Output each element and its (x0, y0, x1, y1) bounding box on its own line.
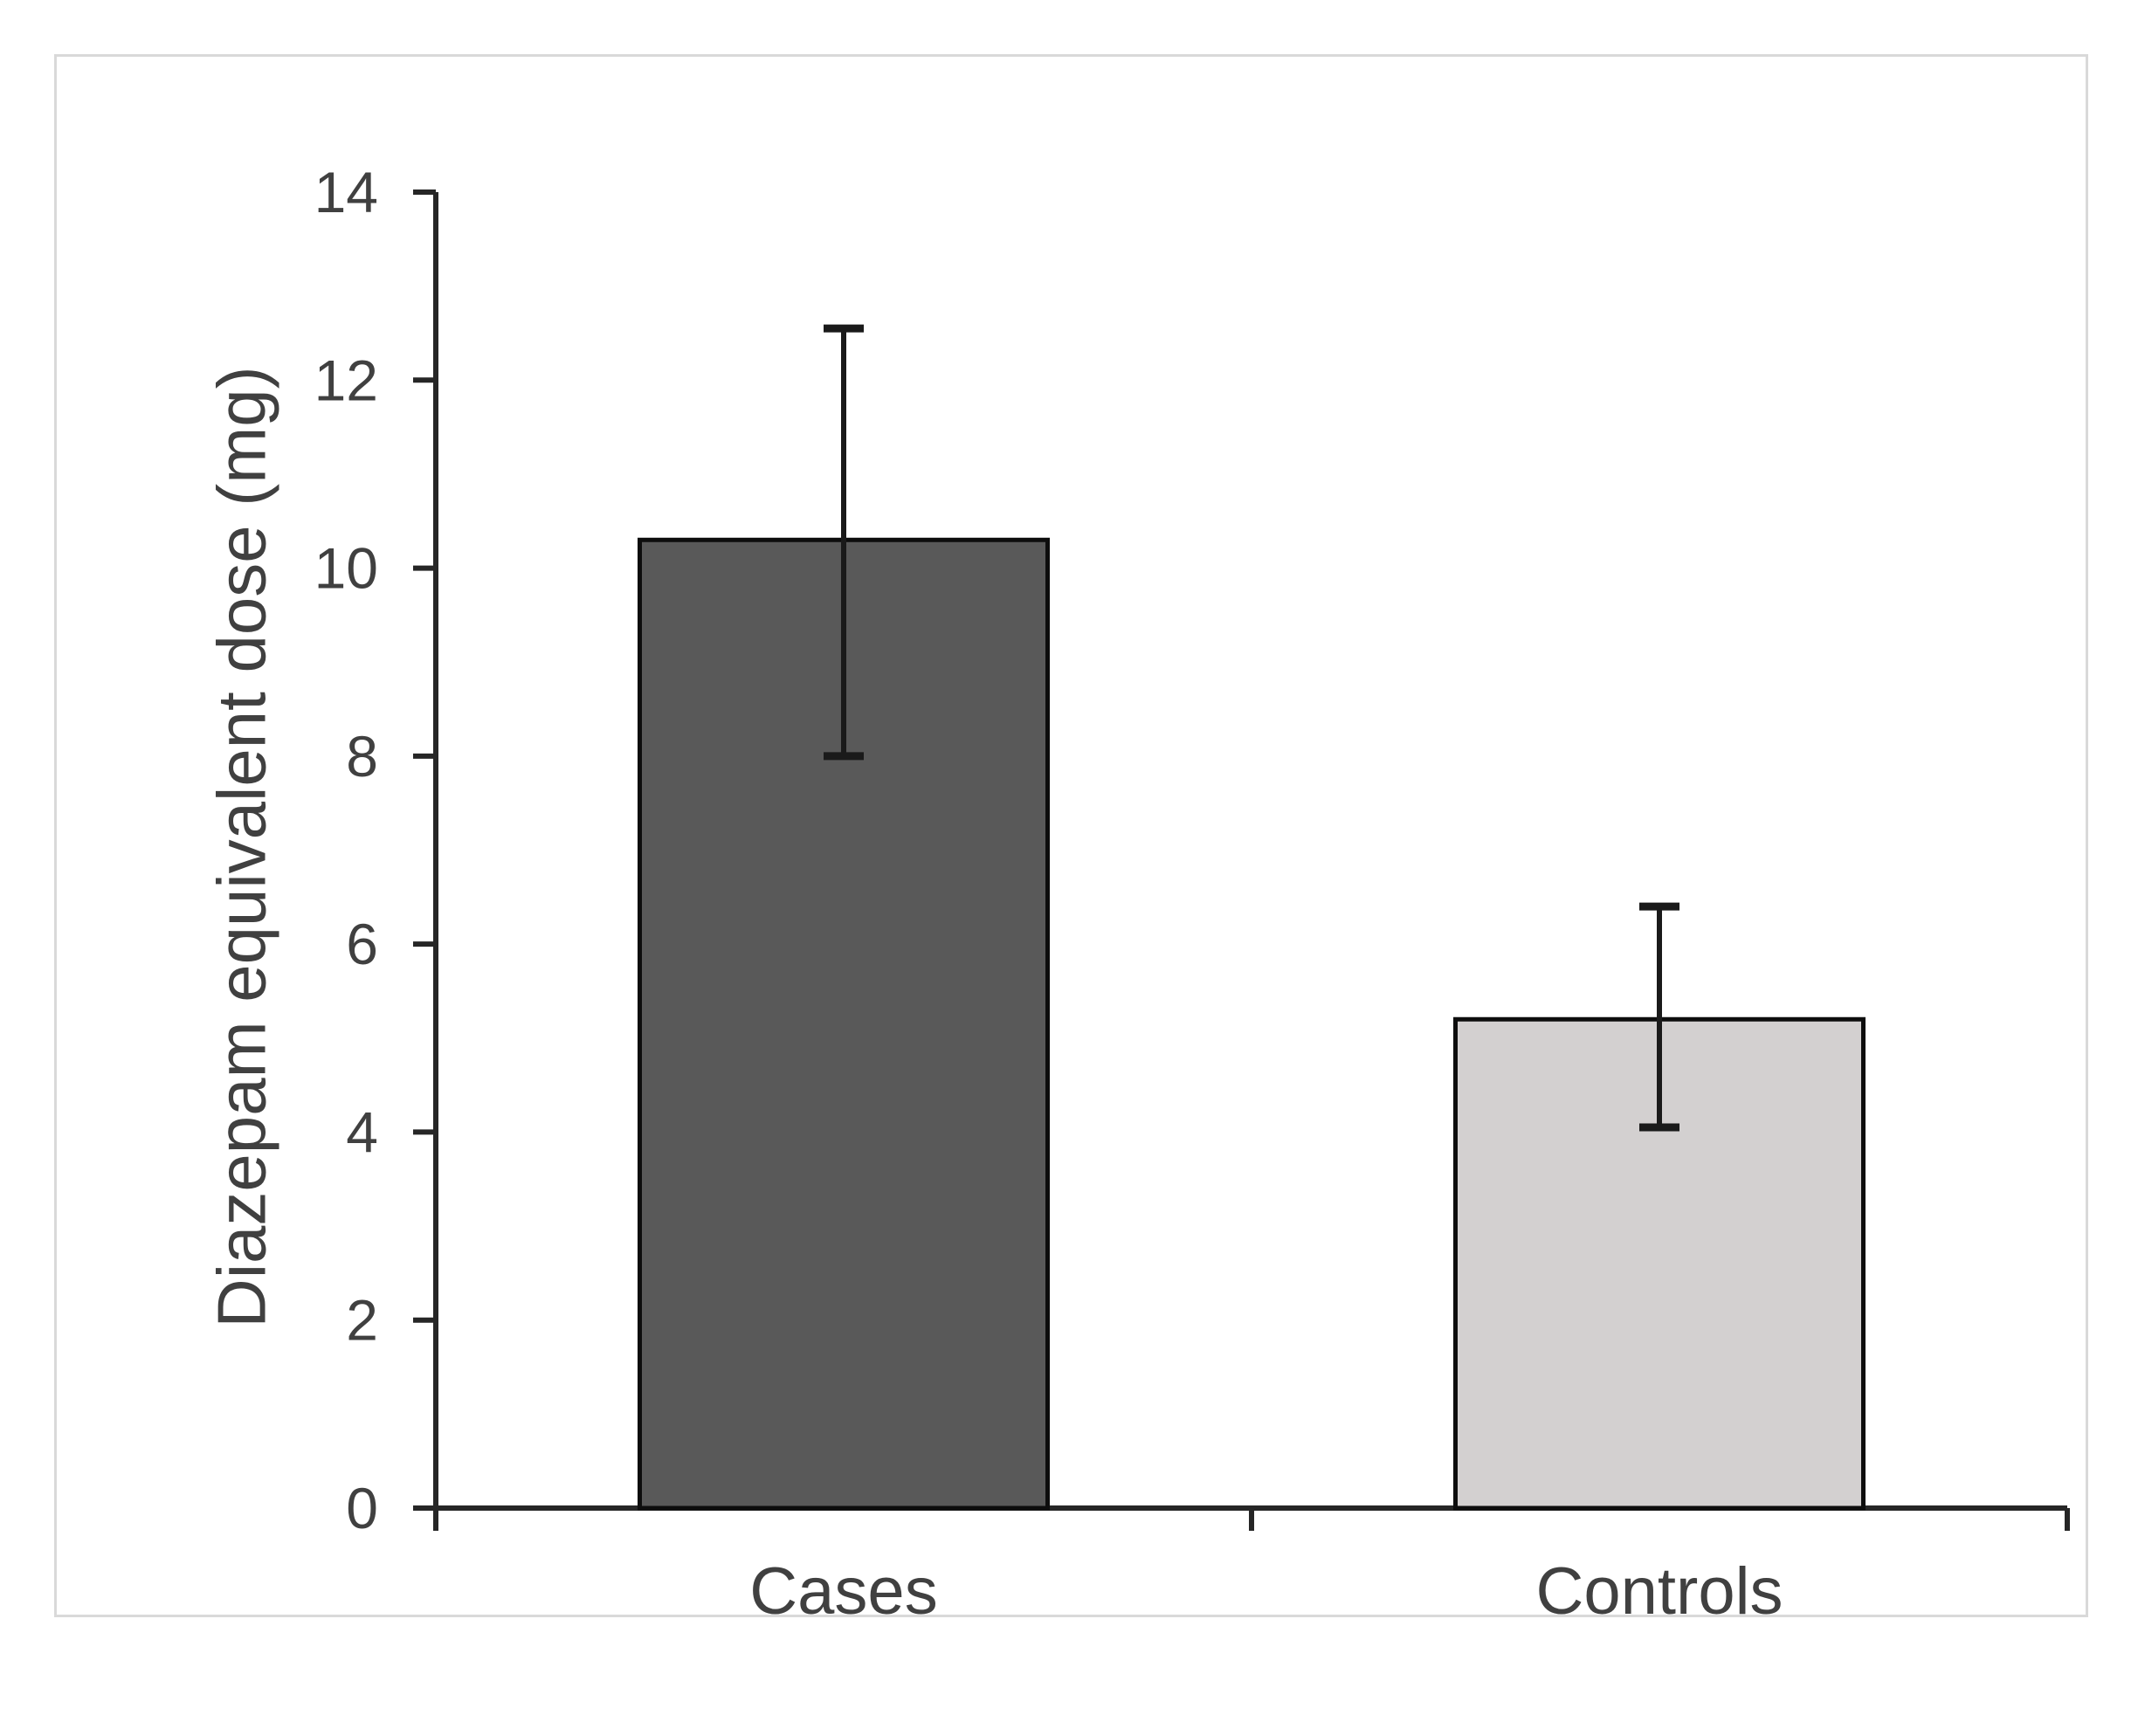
bar-chart: 0 2 4 6 8 10 12 14 Cases Controls (314, 160, 2070, 1629)
y-tick-label: 2 (346, 1288, 378, 1353)
chart-frame: 0 2 4 6 8 10 12 14 Cases Controls Diazepam equiva… (54, 54, 2088, 1629)
y-tick-label: 12 (314, 348, 378, 412)
y-axis-title: Diazepam equivalent dose (mg) (203, 366, 280, 1328)
y-tick-label: 14 (314, 160, 378, 224)
y-tick-label: 6 (346, 912, 378, 976)
y-tick-label: 0 (346, 1476, 378, 1540)
y-tick-label: 10 (314, 536, 378, 601)
category-label: Cases (749, 1554, 937, 1629)
y-tick-label: 4 (346, 1099, 378, 1164)
y-tick-label: 8 (346, 724, 378, 789)
category-label: Controls (1536, 1554, 1783, 1629)
